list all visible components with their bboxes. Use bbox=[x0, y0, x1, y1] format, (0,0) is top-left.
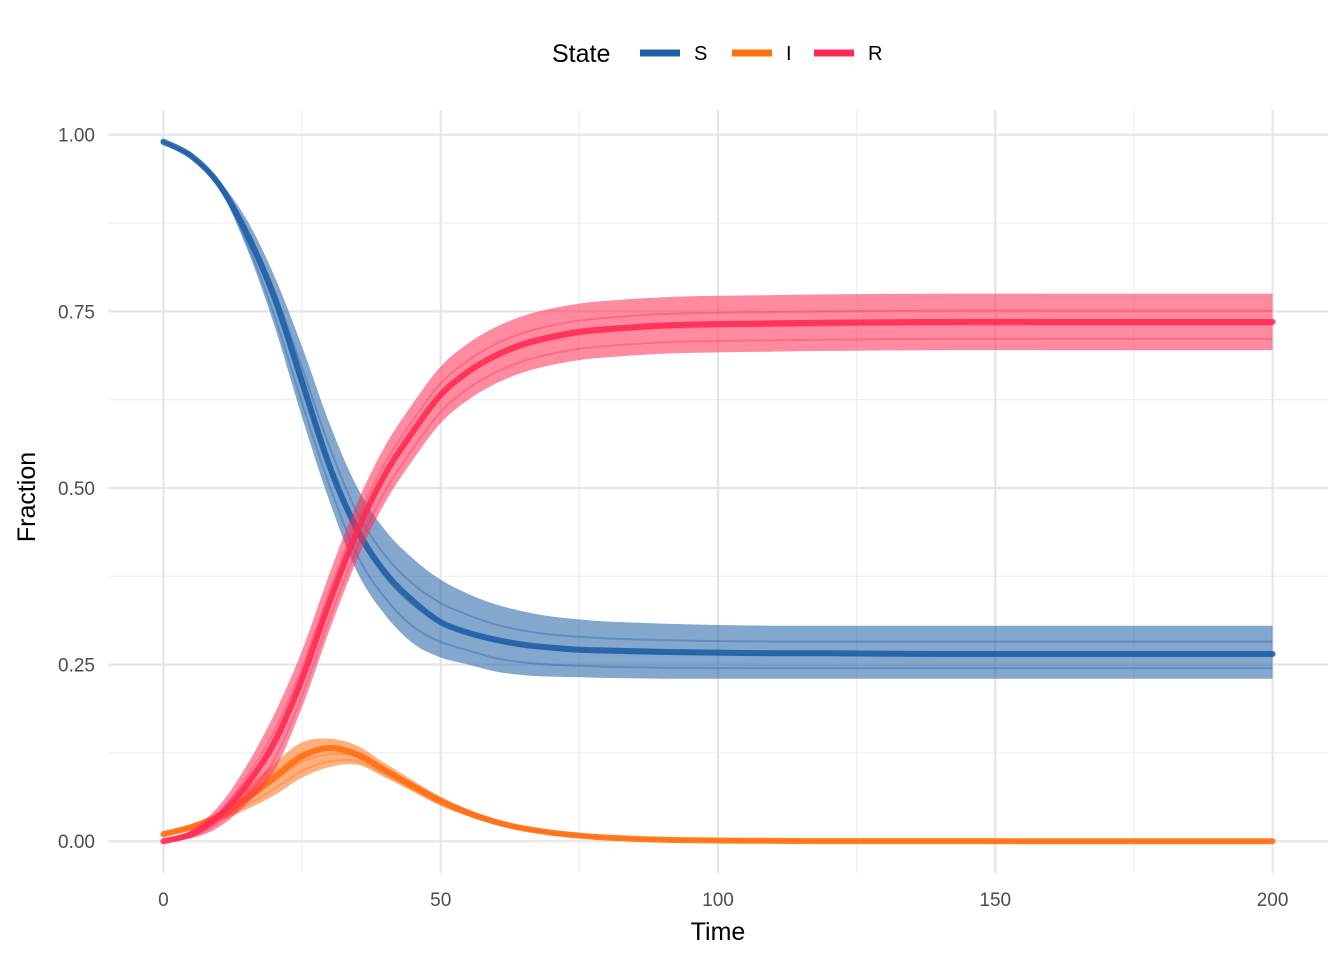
plot-area bbox=[160, 138, 1276, 845]
x-axis-title: Time bbox=[691, 918, 746, 946]
series-i-line bbox=[160, 744, 1276, 845]
x-tick-label: 150 bbox=[979, 890, 1011, 911]
series-s-line bbox=[160, 138, 1276, 658]
series-r bbox=[160, 293, 1276, 845]
y-tick-label: 0.75 bbox=[58, 302, 95, 323]
x-tick-label: 50 bbox=[430, 890, 451, 911]
legend-i-label: I bbox=[786, 43, 792, 65]
legend-r-label: R bbox=[868, 43, 882, 65]
series-i bbox=[160, 738, 1276, 845]
legend-title: State bbox=[552, 40, 610, 68]
series-s-trace bbox=[162, 140, 1273, 670]
legend: State S I R bbox=[552, 40, 882, 68]
series-r-band bbox=[163, 293, 1273, 842]
y-tick-label: 0.00 bbox=[58, 832, 95, 853]
series-r-line bbox=[160, 318, 1276, 845]
y-tick-label: 1.00 bbox=[58, 126, 95, 147]
series-r-trace bbox=[163, 309, 1273, 843]
y-axis-title: Fraction bbox=[13, 452, 41, 542]
x-tick-label: 100 bbox=[702, 890, 734, 911]
x-tick-label: 0 bbox=[158, 890, 169, 911]
y-tick-label: 0.50 bbox=[58, 479, 95, 500]
legend-s-label: S bbox=[694, 43, 707, 65]
x-tick-label: 200 bbox=[1257, 890, 1289, 911]
axes: 0 50 100 150 200 0.00 0.25 0.50 0.75 1.00 bbox=[58, 126, 1288, 911]
y-tick-label: 0.25 bbox=[58, 656, 95, 677]
series-s bbox=[160, 138, 1276, 679]
series-r-trace bbox=[163, 337, 1273, 843]
